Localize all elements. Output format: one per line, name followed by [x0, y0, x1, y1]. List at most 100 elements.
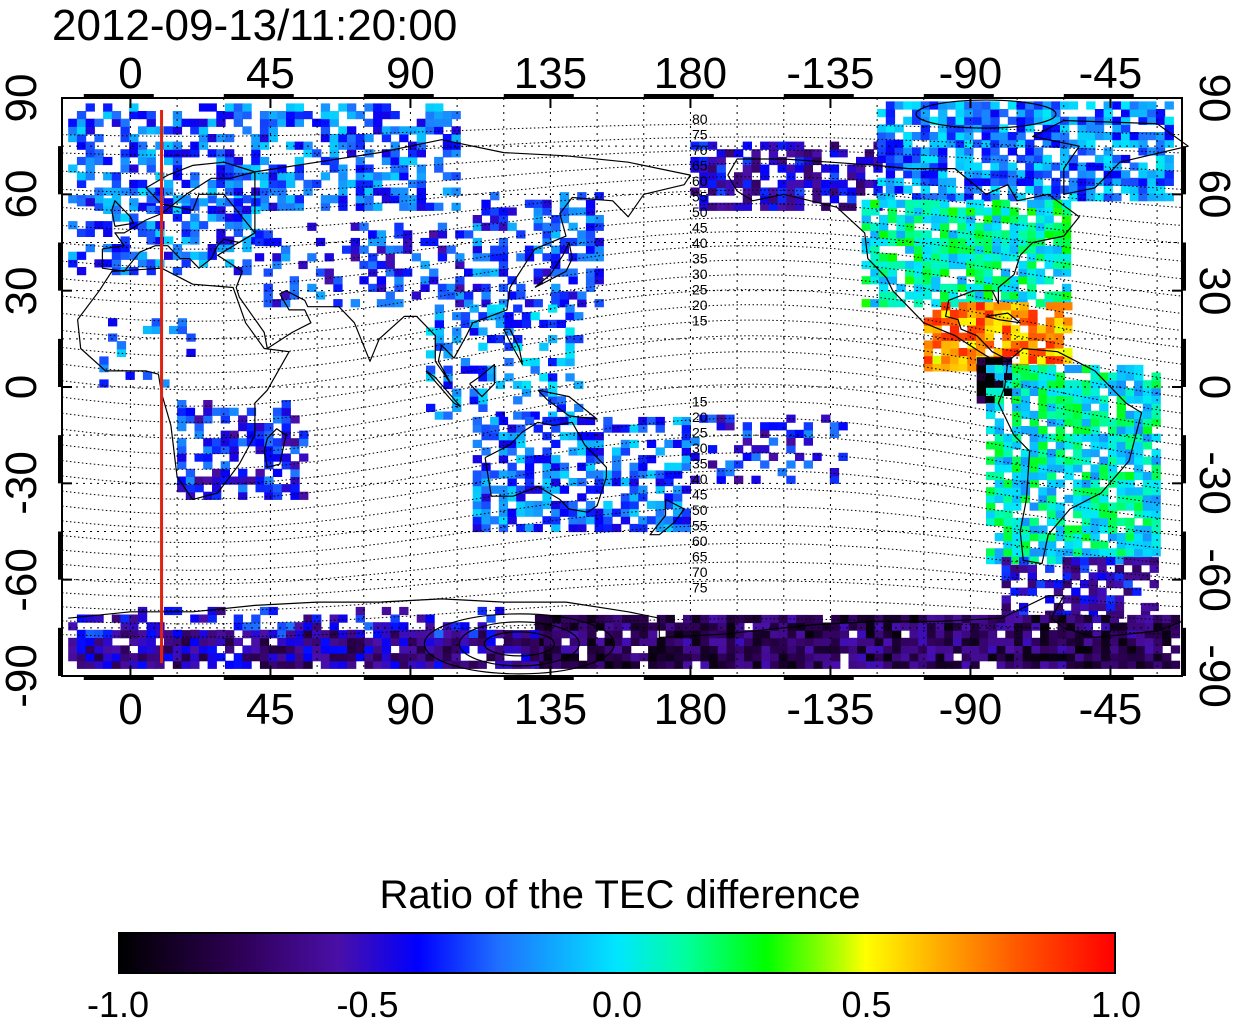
tec-cell [795, 429, 805, 438]
tec-cell [1142, 456, 1153, 465]
tec-cell [277, 111, 287, 120]
tec-cell [460, 358, 471, 367]
tec-cell [390, 630, 400, 639]
tec-cell [1055, 456, 1065, 465]
contour-label: 30 [692, 440, 708, 456]
tec-cell [472, 245, 482, 254]
tec-cell [1019, 557, 1029, 566]
tec-cell [1134, 494, 1144, 503]
tec-cell [986, 502, 996, 511]
tec-cell [638, 455, 648, 464]
tec-cell [1125, 487, 1135, 496]
tec-cell [940, 215, 950, 224]
tec-cell [190, 213, 200, 222]
tec-cell [879, 237, 889, 247]
tec-cell [892, 645, 902, 654]
tec-cell [190, 251, 200, 260]
tec-cell [177, 438, 187, 447]
tec-cell [804, 653, 815, 662]
tec-cell [146, 156, 156, 166]
tec-cell [542, 462, 552, 471]
contour-label: 70 [692, 142, 708, 158]
tec-cell [452, 335, 462, 344]
tec-cell [1103, 185, 1113, 194]
tec-cell [425, 622, 435, 631]
tec-cell [1170, 630, 1181, 639]
tec-cell [1155, 132, 1166, 141]
tec-cell [559, 508, 570, 517]
tec-cell [198, 637, 209, 646]
tec-cell [568, 207, 578, 216]
tec-cell [716, 468, 726, 477]
tec-cell [376, 230, 387, 239]
tec-cell [451, 202, 461, 211]
tec-cell [1038, 548, 1048, 557]
tec-cell [373, 630, 383, 639]
tec-cell [376, 237, 387, 247]
tec-cell [1044, 291, 1054, 300]
tec-cell [225, 179, 235, 188]
tec-cell [568, 268, 578, 277]
tec-cell [381, 606, 392, 616]
tec-cell [216, 111, 226, 120]
tec-cell [587, 614, 597, 624]
tec-cell [690, 437, 700, 446]
tec-cell [460, 645, 470, 654]
tec-cell [946, 116, 957, 125]
tec-cell [777, 422, 787, 431]
tec-cell [992, 230, 1002, 239]
tec-cell [920, 185, 930, 194]
tec-cell [1099, 395, 1109, 404]
tec-cell [709, 637, 719, 646]
tec-cell [1047, 372, 1057, 381]
tec-cell [1151, 471, 1161, 481]
tec-cell [103, 228, 113, 237]
tec-cell [595, 645, 606, 654]
tec-cell [355, 172, 365, 181]
tec-cell [277, 195, 287, 204]
tec-cell [994, 433, 1004, 442]
tec-cell [1101, 630, 1111, 639]
colorbar-tick-label: -0.5 [336, 984, 399, 1025]
tec-cell [604, 653, 614, 662]
tec-cell [1020, 387, 1031, 396]
tec-cell [111, 179, 122, 188]
tec-cell [574, 335, 584, 344]
tec-cell [212, 484, 222, 493]
tec-cell [263, 268, 273, 277]
tec-cell [1027, 291, 1037, 300]
tec-cell [216, 179, 226, 188]
tec-cell [565, 350, 575, 359]
tec-cell [1038, 441, 1048, 450]
tec-cell [216, 156, 226, 166]
tec-cell [1019, 309, 1029, 318]
tec-cell [976, 317, 986, 326]
tec-cell [177, 407, 187, 416]
tec-cell [913, 230, 924, 239]
tec-cell [691, 614, 701, 624]
tec-cell [111, 244, 122, 253]
x-tick-label-bottom: 90 [385, 685, 435, 734]
tec-cell [368, 237, 378, 247]
tec-cell [990, 101, 1000, 110]
tec-cell [1060, 124, 1070, 133]
tec-cell [1061, 230, 1072, 239]
tec-cell [425, 637, 435, 646]
tec-cell [1003, 517, 1013, 526]
tec-cell [822, 660, 832, 669]
contour-line [61, 335, 1183, 407]
tec-cell [986, 441, 996, 450]
tec-cell [1000, 215, 1011, 224]
tec-cell [1027, 199, 1037, 208]
tec-cell [1048, 614, 1059, 624]
tec-cell [446, 245, 456, 254]
tec-cell [1002, 317, 1012, 326]
tec-cell [551, 299, 561, 308]
tec-cell [478, 403, 488, 412]
tec-cell [831, 660, 841, 669]
tec-cell [821, 179, 831, 188]
tec-cell [1081, 517, 1092, 526]
tec-cell [194, 423, 204, 432]
tec-cell [203, 453, 213, 462]
tec-cell [242, 221, 252, 230]
